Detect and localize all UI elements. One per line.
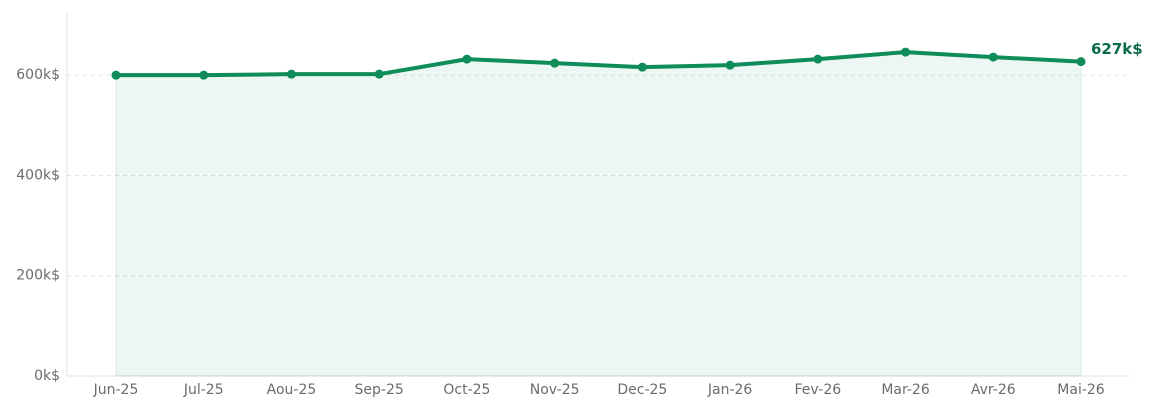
- x-tick-label: Mar-26: [881, 382, 929, 398]
- point: [637, 62, 647, 72]
- line: [116, 50, 1082, 78]
- y-tick-label: 0k$: [34, 368, 60, 384]
- point: [725, 60, 735, 70]
- x-tick-label: Fev-26: [794, 382, 841, 398]
- y-tick-label: 200k$: [16, 268, 60, 284]
- point: [550, 58, 560, 68]
- point: [462, 54, 472, 64]
- y-tick-label: 400k$: [16, 167, 60, 183]
- x-tick-label: Dec-25: [617, 382, 667, 398]
- point: [199, 70, 209, 80]
- x-tick-label: Jul-25: [183, 382, 224, 398]
- x-tick-label: Avr-26: [971, 382, 1016, 398]
- point: [374, 69, 384, 79]
- point: [901, 47, 911, 57]
- point: [111, 70, 121, 80]
- x-tick-label: Aou-25: [267, 382, 317, 398]
- x-tick-label: Jun-25: [93, 382, 139, 398]
- point: [988, 52, 998, 62]
- x-tick-label: Jan-26: [707, 382, 753, 398]
- point: [813, 54, 823, 64]
- value-label: 627k$: [1091, 40, 1143, 58]
- point: [1076, 57, 1086, 67]
- point: [286, 69, 296, 79]
- x-tick-label: Mai-26: [1057, 382, 1105, 398]
- x-tick-label: Nov-25: [530, 382, 580, 398]
- x-tick-label: Sep-25: [355, 382, 404, 398]
- x-tick-label: Oct-25: [443, 382, 490, 398]
- y-tick-label: 600k$: [16, 67, 60, 83]
- area: [115, 51, 1082, 377]
